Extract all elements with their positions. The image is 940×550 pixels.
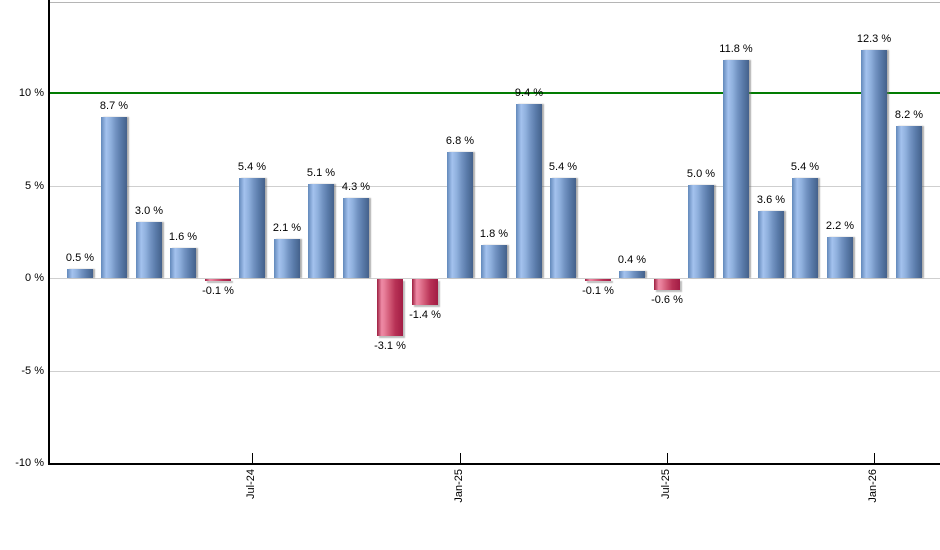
bar-value-label: -0.1 % [582,285,614,297]
y-tick-label: 0 % [25,272,44,284]
y-axis [48,0,50,465]
bar-value-label: 11.8 % [719,43,753,55]
bar-value-label: 3.0 % [134,205,164,217]
bar-value-label: 2.2 % [825,220,855,232]
bar-positive [827,237,853,278]
bar-value-label: 6.8 % [445,135,475,147]
bar-value-label: 5.0 % [686,168,716,180]
reference-line-10pct [50,92,940,94]
bar-value-label: 8.2 % [894,109,924,121]
bar-value-label: 2.1 % [272,222,302,234]
x-tick-mark [252,453,253,463]
x-tick-label: Jul-24 [245,469,257,499]
bar-positive [274,239,300,278]
bar-positive [861,50,887,278]
bar-positive [67,269,93,278]
bar-value-label: 12.3 % [856,33,892,45]
bar-positive [896,126,922,278]
x-tick-mark [874,453,875,463]
bar-negative [205,279,231,281]
y-tick-label: -10 % [15,457,44,469]
x-tick-mark [667,453,668,463]
bar-value-label: 5.1 % [306,167,336,179]
bar-positive [619,271,645,278]
bar-value-label: -3.1 % [374,340,406,352]
bar-positive [343,198,369,278]
bar-value-label: 0.5 % [65,252,95,264]
bar-positive [516,104,542,278]
bar-positive [550,178,576,278]
x-tick-label: Jan-25 [453,469,465,503]
plot-top-border [50,2,940,3]
bar-value-label: -0.1 % [202,285,234,297]
bar-value-label: -1.4 % [409,309,441,321]
x-tick-label: Jan-26 [867,469,879,503]
bar-positive [481,245,507,278]
bar-value-label: -0.6 % [651,294,683,306]
bar-value-label: 1.6 % [168,231,198,243]
bar-negative [585,279,611,281]
bar-value-label: 5.4 % [548,161,578,173]
bar-positive [239,178,265,278]
y-tick-label: 10 % [18,87,44,99]
y-tick-label: -5 % [21,365,44,377]
bar-negative [412,279,438,305]
x-tick-mark [460,453,461,463]
y-tick-label: 5 % [25,180,44,192]
bar-positive [101,117,127,278]
y-gridline [50,186,940,187]
bar-positive [792,178,818,278]
x-tick-label: Jul-25 [660,469,672,499]
bar-positive [723,60,749,278]
bar-positive [136,222,162,278]
bar-positive [170,248,196,278]
bar-negative [377,279,403,336]
y-gridline [50,278,940,279]
bar-positive [308,184,334,278]
bar-value-label: 5.4 % [790,161,820,173]
bar-value-label: 0.4 % [617,254,647,266]
y-gridline [50,371,940,372]
bar-value-label: 1.8 % [479,228,509,240]
bar-value-label: 5.4 % [237,161,267,173]
bar-negative [654,279,680,290]
bar-positive [758,211,784,278]
bar-value-label: 8.7 % [99,100,129,112]
bar-value-label: 9.4 % [514,87,544,99]
bar-positive [688,185,714,278]
bar-positive [447,152,473,278]
bar-value-label: 3.6 % [756,194,786,206]
bar-value-label: 4.3 % [341,181,371,193]
x-axis [48,463,940,465]
